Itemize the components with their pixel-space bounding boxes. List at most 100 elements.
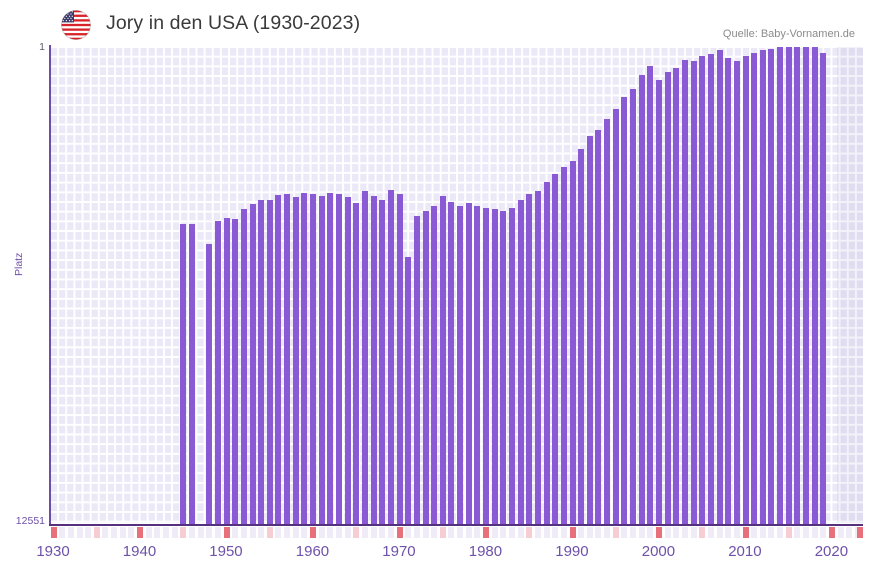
bar xyxy=(526,194,533,524)
x-tick-cell xyxy=(560,527,567,538)
bar xyxy=(508,208,515,524)
x-tick-minor xyxy=(612,527,619,538)
x-tick-cell xyxy=(59,527,66,538)
x-tick-cell xyxy=(457,527,464,538)
x-tick-minor xyxy=(699,527,706,538)
bar xyxy=(258,199,265,524)
bar xyxy=(327,192,334,524)
x-tick-cell xyxy=(681,527,688,538)
x-tick-cell xyxy=(846,527,853,538)
x-tick-cell xyxy=(413,527,420,538)
bar xyxy=(803,47,810,524)
y-axis-tick-top: 1 xyxy=(39,41,45,53)
bar xyxy=(370,196,377,524)
x-tick-cell xyxy=(145,527,152,538)
bar xyxy=(206,243,213,524)
bar xyxy=(336,193,342,524)
x-tick-cell xyxy=(621,527,628,538)
x-tick-cell xyxy=(370,527,377,538)
x-tick-cell xyxy=(803,527,810,538)
x-tick-cell xyxy=(85,527,92,538)
bar xyxy=(751,53,758,524)
x-tick-cell xyxy=(102,527,109,538)
bar xyxy=(500,210,507,524)
x-tick-cell xyxy=(387,527,394,538)
x-tick-cell xyxy=(716,527,723,538)
bar xyxy=(733,61,740,524)
x-tick-cell xyxy=(543,527,550,538)
bar xyxy=(396,194,403,524)
bar xyxy=(344,196,351,524)
x-tick-minor xyxy=(526,527,533,538)
x-tick-cell xyxy=(586,527,593,538)
x-tick-end-cap xyxy=(857,527,863,538)
bar xyxy=(405,256,412,524)
x-tick-cell xyxy=(690,527,697,538)
x-axis-label: 2010 xyxy=(728,543,762,560)
bar xyxy=(811,47,818,524)
x-tick-cell xyxy=(638,527,645,538)
x-tick-cell xyxy=(344,527,351,538)
x-tick-cell xyxy=(664,527,671,538)
x-tick-cell xyxy=(820,527,827,538)
x-tick-cell xyxy=(76,527,83,538)
x-tick-minor xyxy=(266,527,273,538)
x-tick-cell xyxy=(794,527,801,538)
bar xyxy=(742,55,749,524)
x-tick-cell xyxy=(491,527,498,538)
chart-title: Jory in den USA (1930-2023) xyxy=(106,12,361,34)
x-tick-major xyxy=(396,527,403,538)
x-tick-cell xyxy=(188,527,195,538)
x-tick-cell xyxy=(67,527,74,538)
x-tick-cell xyxy=(206,527,213,538)
bar xyxy=(716,49,723,524)
x-tick-cell xyxy=(647,527,654,538)
x-tick-cell xyxy=(768,527,775,538)
bar xyxy=(232,218,239,524)
bar xyxy=(768,48,775,524)
bar xyxy=(621,96,628,524)
x-tick-cell xyxy=(673,527,680,538)
bar xyxy=(474,205,481,524)
x-tick-cell xyxy=(534,527,541,538)
x-tick-cell xyxy=(508,527,515,538)
us-flag-svg xyxy=(61,10,91,40)
y-axis-tick-bottom: 12551 xyxy=(15,515,45,527)
bar xyxy=(223,217,230,524)
x-tick-cell xyxy=(725,527,732,538)
x-tick-cell xyxy=(405,527,412,538)
x-tick-cell xyxy=(751,527,758,538)
x-tick-cell xyxy=(465,527,472,538)
x-tick-cell xyxy=(707,527,714,538)
bar xyxy=(431,206,438,524)
x-axis-label: 1930 xyxy=(36,543,70,560)
bar xyxy=(284,193,291,524)
bar xyxy=(673,68,680,524)
x-tick-cell xyxy=(379,527,386,538)
bar xyxy=(560,166,567,524)
bar xyxy=(318,196,325,524)
bar xyxy=(301,193,308,524)
bar xyxy=(266,199,273,524)
x-tick-cell xyxy=(336,527,342,538)
bar xyxy=(439,196,446,524)
bar xyxy=(310,193,317,524)
x-tick-cell xyxy=(240,527,247,538)
bar xyxy=(422,210,429,524)
x-axis-label: 1960 xyxy=(295,543,330,560)
bar xyxy=(275,195,282,524)
x-axis-line xyxy=(49,524,863,526)
bar xyxy=(517,199,524,524)
x-tick-minor xyxy=(180,527,187,538)
x-tick-major xyxy=(137,527,144,538)
y-axis-line xyxy=(49,45,51,526)
bar xyxy=(777,47,784,524)
x-axis-tick-strip xyxy=(50,527,863,538)
bar xyxy=(569,161,576,524)
x-tick-cell xyxy=(759,527,766,538)
bar xyxy=(413,215,420,524)
x-axis-label: 2020 xyxy=(814,543,849,560)
x-tick-cell xyxy=(552,527,559,538)
x-tick-major xyxy=(50,527,57,538)
